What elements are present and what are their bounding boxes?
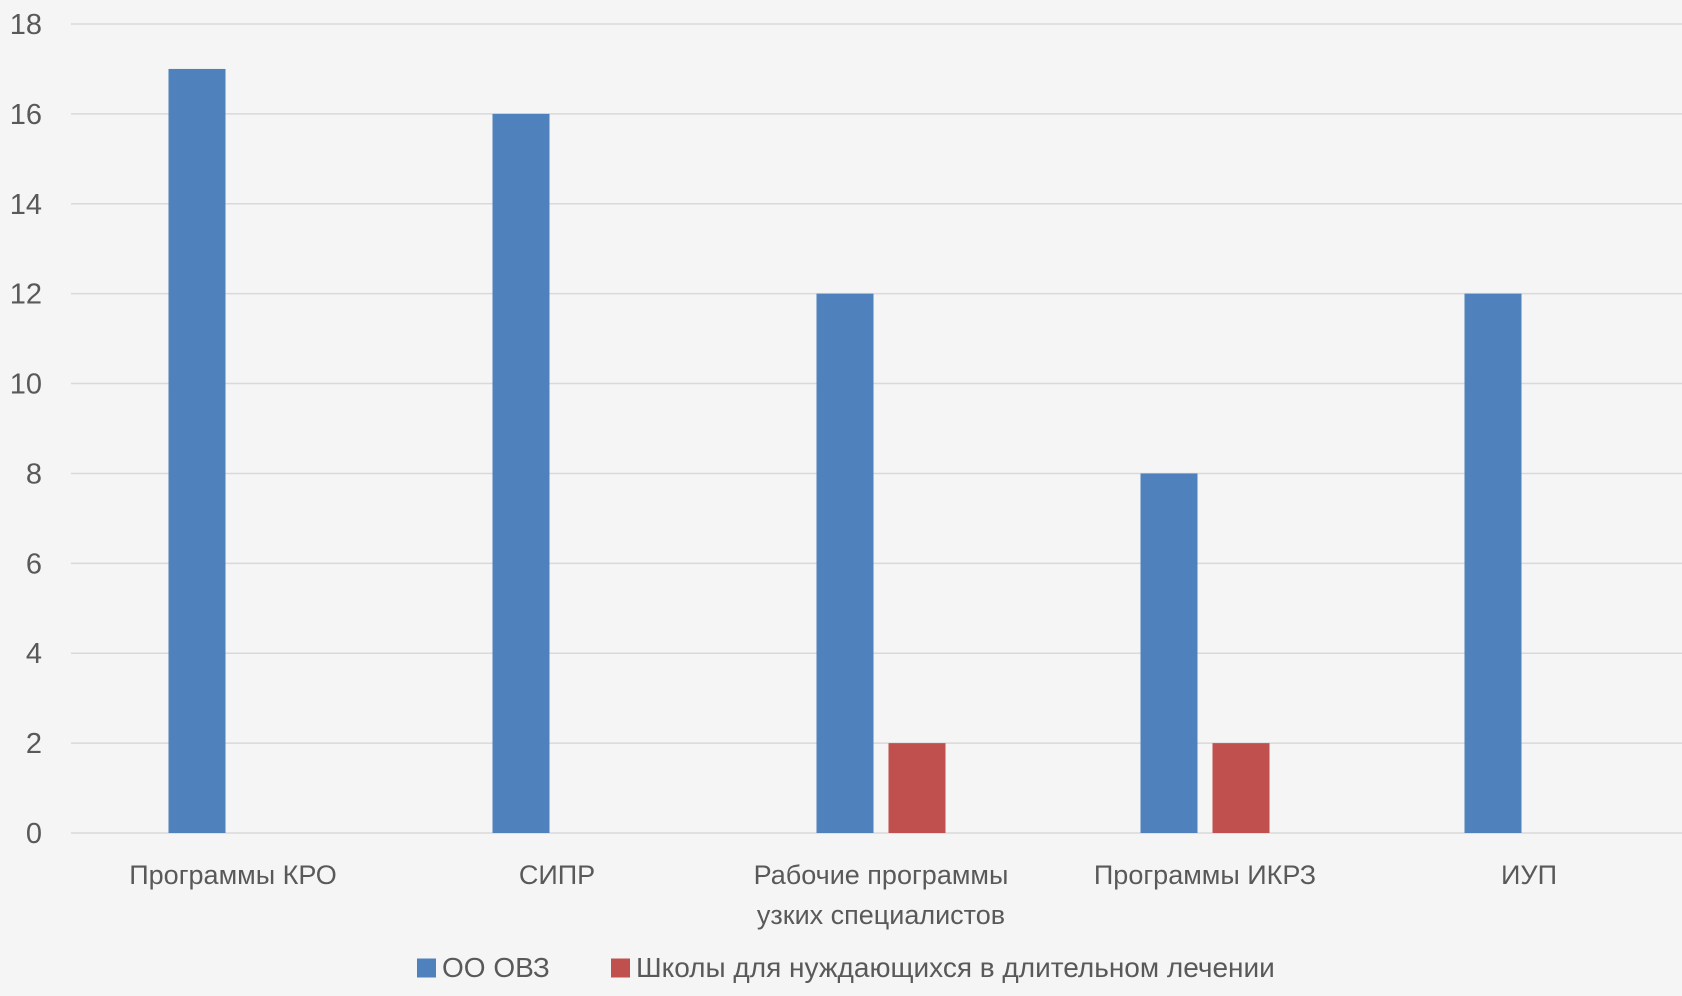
y-tick-label: 18 [10, 9, 42, 41]
bar-oo-ovz [1464, 293, 1522, 834]
legend: ОО ОВЗ Школы для нуждающихся в длительном… [417, 952, 1275, 983]
bar-oo-ovz [492, 113, 550, 833]
bar-schools-long-treatment [1212, 743, 1270, 833]
gridlines [71, 23, 1682, 834]
x-category-label: Программы КРО [129, 860, 337, 890]
x-category-label: узких специалистов [757, 900, 1005, 930]
y-tick-label: 8 [26, 458, 42, 490]
x-category-label: Рабочие программы [754, 860, 1009, 890]
y-tick-label: 14 [10, 189, 42, 221]
bar-oo-ovz [168, 68, 226, 833]
x-category-label: ИУП [1501, 860, 1557, 890]
legend-swatch [417, 958, 436, 978]
x-category-label: СИПР [519, 860, 595, 890]
y-tick-label: 12 [10, 279, 42, 311]
bars [168, 68, 1522, 834]
y-axis-tick-labels: 0 2 4 6 8 10 12 14 16 18 [10, 9, 42, 850]
legend-label: Школы для нуждающихся в длительном лечен… [636, 952, 1275, 983]
x-axis-category-labels: Программы КРО СИПР Рабочие программы узких … [129, 860, 1557, 930]
y-tick-label: 10 [10, 369, 42, 401]
y-tick-label: 2 [26, 728, 42, 760]
bar-oo-ovz [816, 293, 874, 834]
y-tick-label: 4 [26, 638, 42, 670]
y-tick-label: 16 [10, 99, 42, 131]
x-category-label: Программы ИКРЗ [1094, 860, 1316, 890]
y-tick-label: 0 [26, 818, 42, 850]
legend-swatch [611, 958, 630, 978]
legend-label: ОО ОВЗ [442, 952, 550, 983]
bar-schools-long-treatment [888, 743, 946, 833]
bar-oo-ovz [1140, 473, 1198, 833]
y-tick-label: 6 [26, 548, 42, 580]
